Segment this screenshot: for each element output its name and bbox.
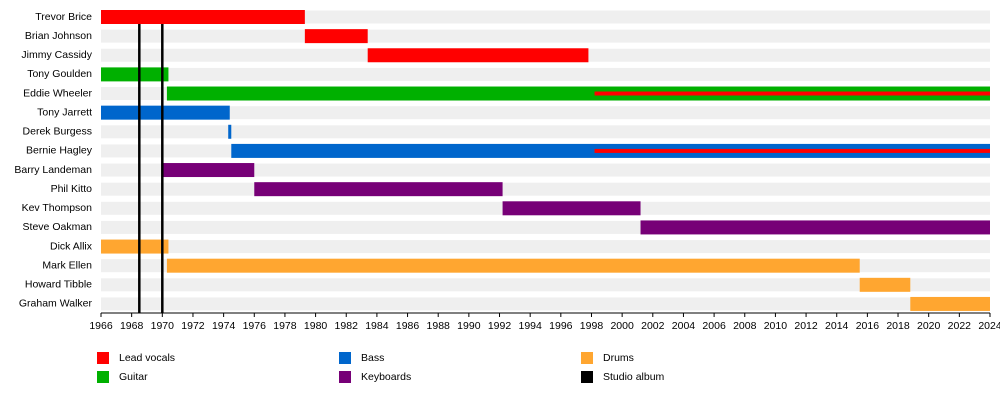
x-tick-label: 2016 [856, 320, 880, 332]
x-tick-label: 1994 [518, 320, 542, 332]
row-band [101, 240, 990, 254]
x-tick-label: 2020 [917, 320, 941, 332]
x-tick-label: 2014 [825, 320, 849, 332]
y-label: Mark Ellen [42, 259, 92, 271]
y-label: Barry Landeman [14, 164, 92, 176]
tenure-bar [166, 86, 990, 101]
x-tick-label: 1970 [151, 320, 175, 332]
tenure-bar [502, 201, 641, 216]
y-label: Phil Kitto [51, 183, 93, 195]
x-tick-label: 1996 [549, 320, 573, 332]
tenure-bar [859, 277, 911, 292]
x-tick-label: 1972 [181, 320, 205, 332]
y-label: Jimmy Cassidy [21, 49, 92, 61]
y-label: Tony Goulden [27, 68, 92, 80]
x-tick-label: 1974 [212, 320, 236, 332]
y-label: Trevor Brice [35, 11, 92, 23]
tenure-bar [162, 163, 255, 178]
tenure-bar [101, 239, 169, 254]
x-tick-label: 1986 [396, 320, 420, 332]
x-tick-label: 1984 [365, 320, 389, 332]
x-tick-label: 1990 [457, 320, 481, 332]
row-band [101, 106, 990, 120]
x-tick-label: 2002 [641, 320, 665, 332]
x-tick-label: 2024 [978, 320, 1000, 332]
tenure-bar [254, 182, 503, 197]
tenure-bar [304, 29, 368, 44]
tenure-bar [166, 258, 860, 273]
y-label: Tony Jarrett [37, 106, 92, 118]
tenure-bar [367, 48, 589, 63]
y-label: Dick Allix [50, 240, 93, 252]
y-label: Graham Walker [19, 298, 93, 310]
legend-label: Keyboards [361, 371, 411, 383]
tenure-bar [101, 10, 305, 24]
row-band [101, 10, 990, 24]
x-tick-label: 2010 [764, 320, 788, 332]
legend-swatch [97, 352, 109, 364]
legend-label: Studio album [603, 371, 665, 383]
x-tick-label: 2022 [948, 320, 972, 332]
x-tick-label: 2004 [672, 320, 696, 332]
row-band [101, 182, 990, 196]
tenure-bar [640, 220, 990, 235]
tenure-bar [228, 124, 232, 139]
x-tick-label: 2008 [733, 320, 757, 332]
legend-swatch [97, 371, 109, 383]
legend-label: Lead vocals [119, 352, 175, 364]
y-label: Howard Tibble [25, 279, 92, 291]
tenure-bar [594, 148, 990, 153]
row-band [101, 67, 990, 81]
x-tick-label: 2006 [702, 320, 726, 332]
x-tick-label: 2012 [794, 320, 818, 332]
row-band [101, 297, 990, 311]
x-tick-label: 1982 [335, 320, 359, 332]
row-band [101, 125, 990, 139]
legend-swatch [581, 352, 593, 364]
x-tick-label: 1966 [89, 320, 113, 332]
x-tick-label: 1978 [273, 320, 297, 332]
legend-label: Bass [361, 352, 384, 364]
y-label: Bernie Hagley [26, 145, 93, 157]
x-tick-label: 1980 [304, 320, 328, 332]
x-tick-label: 2000 [610, 320, 634, 332]
legend-swatch [339, 352, 351, 364]
legend-swatch [581, 371, 593, 383]
tenure-bar [101, 105, 230, 120]
x-tick-label: 1976 [243, 320, 267, 332]
x-tick-label: 1998 [580, 320, 604, 332]
x-tick-label: 2018 [886, 320, 910, 332]
tenure-bar [910, 296, 990, 311]
row-band [101, 29, 990, 43]
y-label: Brian Johnson [25, 30, 92, 42]
x-tick-label: 1988 [427, 320, 451, 332]
legend-label: Drums [603, 352, 634, 364]
row-band [101, 278, 990, 292]
tenure-bar [101, 67, 169, 82]
y-label: Kev Thompson [22, 202, 93, 214]
legend-swatch [339, 371, 351, 383]
y-label: Steve Oakman [23, 221, 93, 233]
y-label: Eddie Wheeler [23, 87, 92, 99]
x-tick-label: 1992 [488, 320, 512, 332]
legend-label: Guitar [119, 371, 148, 383]
tenure-bar [594, 91, 990, 96]
row-band [101, 163, 990, 177]
x-tick-label: 1968 [120, 320, 144, 332]
y-label: Derek Burgess [23, 126, 92, 138]
